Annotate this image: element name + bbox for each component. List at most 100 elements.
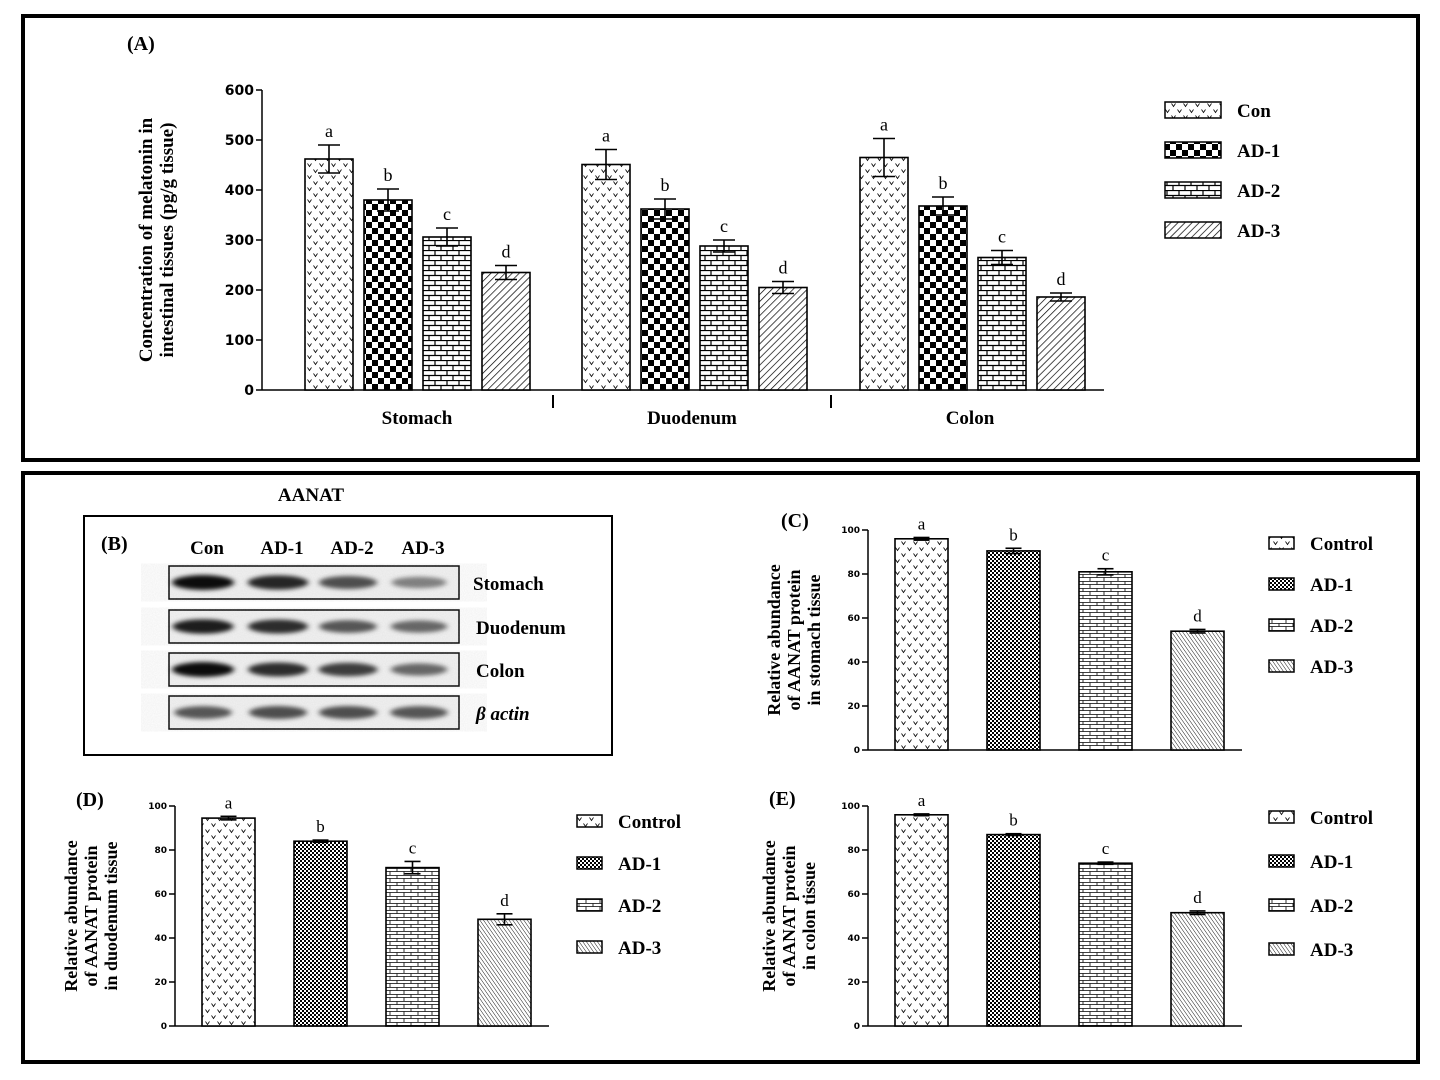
chart-a-y-axis-label-line: intestinal tissues (pg/g tissue) <box>157 123 178 358</box>
blot-row-label-colon: Colon <box>476 661 525 682</box>
chart-d-significance-letter-control: a <box>225 793 233 812</box>
chart-c-y-axis-label: Relative abundanceof AANAT proteinin sto… <box>764 564 824 716</box>
chart-d-significance-letter-ad-1: b <box>316 817 325 836</box>
band-duodenum-ad-2 <box>319 620 377 633</box>
chart-a-significance-letter-colon-ad-1: b <box>939 173 948 193</box>
chart-a-y-tick-label: 600 <box>225 83 254 99</box>
chart-c-legend-swatch-ad-2 <box>1268 618 1295 632</box>
lane-label-ad-2: AD-2 <box>330 538 373 559</box>
chart-e-legend-label-ad-3: AD-3 <box>1310 940 1353 961</box>
chart-e-bar-ad-3 <box>1170 911 1225 1027</box>
chart-a-significance-letter-stomach-ad-3: d <box>502 242 511 262</box>
chart-a-significance-letter-duodenum-ad-3: d <box>779 258 788 278</box>
lane-label-con: Con <box>190 538 224 559</box>
band-actin-ad-3 <box>390 706 448 719</box>
chart-c-bar-ad-3 <box>1170 630 1225 751</box>
blot-row-label-duodenum: Duodenum <box>476 618 566 639</box>
chart-d-y-tick-label: 100 <box>148 802 167 812</box>
chart-a-bar-stomach-ad-2 <box>422 236 472 391</box>
chart-a-y-axis-label: Concentration of melatonin inintestinal … <box>136 117 178 362</box>
chart-a-significance-letter-stomach-ad-1: b <box>384 165 393 185</box>
chart-e-y-tick-label: 60 <box>847 890 860 900</box>
chart-d-bar-control <box>201 817 256 1027</box>
chart-a-bar-duodenum-ad-1 <box>640 208 690 391</box>
chart-a-significance-letter-stomach-con: a <box>325 121 333 141</box>
chart-e-panel-label: (E) <box>769 788 796 810</box>
chart-a-legend-swatch-ad-3 <box>1164 221 1222 239</box>
chart-d-legend-swatch-ad-1 <box>576 856 603 870</box>
chart-d-y-axis-label: Relative abundanceof AANAT proteinin duo… <box>61 840 121 992</box>
chart-e-bar-control <box>894 813 949 1027</box>
chart-c-y-tick-label: 20 <box>847 702 860 712</box>
band-colon-ad-1 <box>248 662 308 677</box>
chart-e-bar-ad-1 <box>986 833 1041 1027</box>
chart-a-legend-swatch-ad-2 <box>1164 181 1222 199</box>
chart-e-legend-swatch-control <box>1268 810 1295 824</box>
chart-c-y-tick-label: 40 <box>847 658 860 668</box>
chart-a-bar-duodenum-con <box>581 163 631 391</box>
chart-c-y-tick-label: 0 <box>854 746 860 756</box>
chart-c-legend-swatch-control <box>1268 536 1295 550</box>
chart-e-significance-letter-control: a <box>918 791 926 810</box>
band-colon-ad-3 <box>390 663 448 676</box>
lane-label-ad-1: AD-1 <box>260 538 303 559</box>
chart-c-significance-letter-control: a <box>918 514 926 533</box>
chart-c-panel-label: (C) <box>781 510 809 532</box>
band-stomach-ad-3 <box>391 576 447 589</box>
stomach-aanat-chart: (C) Relative abundanceof AANAT proteinin … <box>764 510 1373 756</box>
band-actin-ad-1 <box>249 706 307 719</box>
chart-e-legend-swatch-ad-2 <box>1268 898 1295 912</box>
chart-e-y-tick-label: 40 <box>847 934 860 944</box>
blot-frame <box>83 515 613 756</box>
chart-c-bar-ad-1 <box>986 550 1041 751</box>
chart-a-legend-label-ad-3: AD-3 <box>1237 221 1280 242</box>
chart-c-significance-letter-ad-3: d <box>1193 606 1202 625</box>
chart-a-bar-colon-con <box>859 156 909 391</box>
chart-a-category-label-duodenum: Duodenum <box>647 408 737 429</box>
lane-label-ad-3: AD-3 <box>401 538 444 559</box>
chart-d-legend-swatch-ad-2 <box>576 898 603 912</box>
chart-d-significance-letter-ad-2: c <box>409 838 417 857</box>
chart-d-panel-label: (D) <box>76 789 104 811</box>
band-colon-ad-2 <box>318 662 378 677</box>
chart-e-legend-label-ad-2: AD-2 <box>1310 896 1353 917</box>
band-duodenum-ad-3 <box>390 620 448 633</box>
chart-d-y-tick-label: 40 <box>154 934 167 944</box>
chart-c-significance-letter-ad-2: c <box>1102 546 1110 565</box>
chart-a-significance-letter-duodenum-ad-2: c <box>720 216 728 236</box>
chart-a-legend-swatch-ad-1 <box>1164 141 1222 159</box>
chart-a-bar-stomach-ad-3 <box>481 271 531 391</box>
chart-a-y-tick-label: 300 <box>225 233 254 249</box>
chart-c-bar-control <box>894 537 949 751</box>
chart-e-y-axis-label-line: in colon tissue <box>799 862 819 970</box>
chart-c-legend-label-ad-2: AD-2 <box>1310 616 1353 637</box>
chart-e-significance-letter-ad-1: b <box>1009 811 1018 830</box>
chart-a-bar-duodenum-ad-3 <box>758 286 808 391</box>
chart-e-y-tick-label: 100 <box>841 802 860 812</box>
chart-a-bar-colon-ad-3 <box>1036 296 1086 391</box>
chart-e-legend-swatch-ad-3 <box>1268 942 1295 956</box>
band-actin-con <box>174 706 232 719</box>
chart-a-y-axis-label-line: Concentration of melatonin in <box>136 117 157 362</box>
melatonin-concentration-chart: (A) Concentration of melatonin inintestin… <box>127 33 1280 429</box>
panel-label-b: (B) <box>101 533 128 555</box>
chart-d-legend-label-ad-3: AD-3 <box>618 938 661 959</box>
band-duodenum-con <box>172 619 234 634</box>
chart-a-legend-label-ad-2: AD-2 <box>1237 181 1280 202</box>
chart-a-category-label-colon: Colon <box>946 408 995 429</box>
panel-a-frame <box>21 14 1420 462</box>
chart-c-significance-letter-ad-1: b <box>1009 525 1018 544</box>
chart-d-y-tick-label: 20 <box>154 978 167 988</box>
chart-d-y-axis-label-line: of AANAT protein <box>81 845 101 986</box>
band-stomach-con <box>172 575 234 590</box>
chart-e-significance-letter-ad-3: d <box>1193 888 1202 907</box>
chart-a-y-tick-label: 400 <box>225 183 254 199</box>
chart-a-significance-letter-colon-con: a <box>880 115 888 135</box>
chart-e-legend-label-control: Control <box>1310 808 1373 829</box>
chart-d-legend-label-ad-1: AD-1 <box>618 854 661 875</box>
chart-e-significance-letter-ad-2: c <box>1102 839 1110 858</box>
band-actin-ad-2 <box>319 706 377 719</box>
chart-e-y-tick-label: 20 <box>847 978 860 988</box>
chart-a-significance-letter-colon-ad-2: c <box>998 227 1006 247</box>
